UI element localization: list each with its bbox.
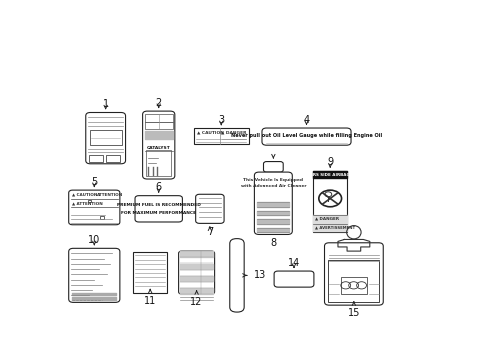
Bar (89, 155, 103, 162)
Text: 15: 15 (347, 309, 359, 319)
Bar (193, 128, 248, 144)
Text: 14: 14 (287, 258, 300, 268)
Text: SRS SIDE AIRBAG: SRS SIDE AIRBAG (309, 172, 349, 177)
Text: 12: 12 (190, 297, 203, 307)
Text: FOR MAXIMUM PERFORMANCE: FOR MAXIMUM PERFORMANCE (121, 211, 196, 215)
Text: 6: 6 (155, 182, 162, 192)
FancyBboxPatch shape (68, 248, 120, 302)
Text: This Vehicle Is Equipped: This Vehicle Is Equipped (243, 177, 303, 181)
FancyBboxPatch shape (195, 194, 224, 223)
Text: 9: 9 (326, 157, 333, 167)
Bar (146, 150, 171, 176)
Bar (106, 155, 120, 162)
Text: Never pull out Oil Level Gauge while filling Engine Oil: Never pull out Oil Level Gauge while fil… (230, 133, 381, 138)
Text: CATALYST: CATALYST (146, 146, 170, 150)
Text: 10: 10 (88, 235, 100, 245)
Text: 5: 5 (91, 177, 97, 187)
Text: 13: 13 (253, 270, 265, 280)
Text: 11: 11 (144, 296, 156, 306)
FancyBboxPatch shape (229, 239, 244, 312)
Text: 1: 1 (102, 99, 108, 109)
Bar (144, 122, 172, 129)
FancyBboxPatch shape (324, 243, 383, 305)
Text: 2: 2 (155, 98, 162, 108)
Bar (133, 252, 167, 293)
Text: ▲ CAUTION: ▲ CAUTION (196, 130, 223, 134)
Bar (340, 276, 366, 294)
Text: 4: 4 (303, 115, 309, 125)
Bar (327, 260, 379, 302)
Text: with Advanced Air Cleaner: with Advanced Air Cleaner (240, 184, 305, 188)
FancyBboxPatch shape (68, 190, 120, 225)
Text: ATTENTION: ATTENTION (97, 193, 123, 197)
Bar (312, 171, 346, 232)
FancyBboxPatch shape (135, 196, 182, 222)
Text: ▲ DANGER: ▲ DANGER (314, 217, 338, 221)
Text: ▲ CAUTION: ▲ CAUTION (72, 193, 97, 197)
Text: 7: 7 (206, 227, 213, 237)
FancyBboxPatch shape (178, 251, 214, 294)
FancyBboxPatch shape (142, 111, 175, 179)
Bar (89, 130, 122, 145)
FancyBboxPatch shape (262, 128, 350, 145)
Text: PREMIUM FUEL IS RECOMMENDED: PREMIUM FUEL IS RECOMMENDED (117, 203, 200, 207)
Text: 8: 8 (270, 238, 276, 248)
FancyBboxPatch shape (263, 162, 283, 172)
Text: 3: 3 (218, 115, 224, 125)
Bar (87, 199, 91, 202)
Text: ▲ ATTENTION: ▲ ATTENTION (72, 201, 102, 205)
FancyBboxPatch shape (254, 172, 292, 234)
FancyBboxPatch shape (274, 271, 313, 287)
FancyBboxPatch shape (85, 112, 125, 164)
Text: ▲ AVERTISSEMENT: ▲ AVERTISSEMENT (314, 226, 354, 230)
Text: ▲ DANGER: ▲ DANGER (221, 130, 246, 134)
Bar (100, 216, 104, 219)
Bar (144, 114, 172, 122)
